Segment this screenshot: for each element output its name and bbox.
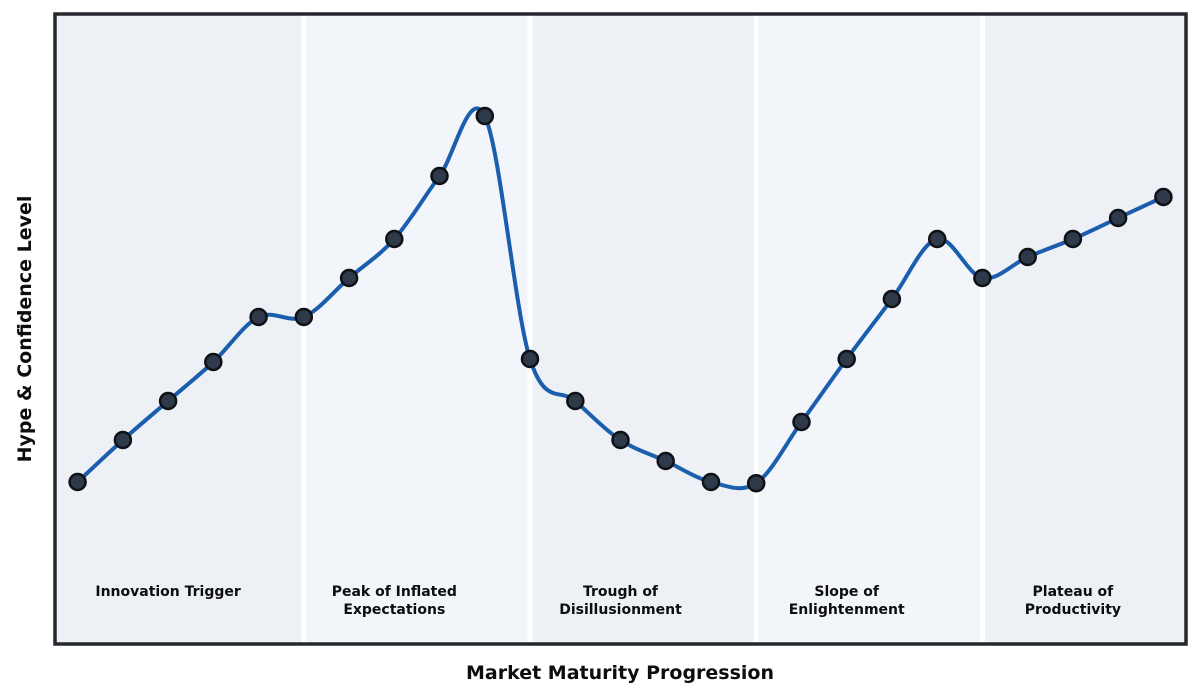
data-point-marker [204,352,223,372]
x-axis-label: Market Maturity Progression [466,662,774,684]
data-point-marker [611,430,630,450]
data-point-marker [430,166,449,186]
data-point-marker [520,349,540,369]
data-point-marker [294,307,314,327]
data-point-marker [385,229,404,249]
data-point-marker [837,349,856,369]
phase-label: Plateau of Productivity [1025,584,1121,618]
data-point-marker [566,391,585,411]
phase-band [984,14,1186,644]
data-point-marker [1018,247,1037,267]
y-axis-label: Hype & Confidence Level [14,196,36,463]
data-point-marker [792,412,811,432]
phase-labels-group: Innovation Trigger Peak of Inflated Expect… [95,584,1121,618]
data-point-marker [1108,208,1128,228]
data-point-marker [1154,187,1173,207]
data-point-marker [339,268,359,288]
data-markers-group [68,106,1173,493]
phase-band [55,14,302,644]
data-point-marker [1063,229,1083,249]
phase-label: Trough of Disillusionment [559,584,682,618]
data-point-marker [746,473,766,493]
data-point-marker [701,472,721,492]
phase-band [532,14,754,644]
data-point-marker [927,229,947,249]
data-point-marker [113,430,133,450]
data-point-marker [68,472,87,492]
data-point-marker [882,289,902,309]
data-point-marker [158,391,178,411]
data-point-marker [475,106,495,126]
phase-bands-group [55,14,1186,644]
data-point-marker [249,307,268,327]
data-point-marker [656,451,675,471]
phase-label: Slope of Enlightenment [789,584,905,618]
phase-band [306,14,528,644]
phase-label: Peak of Inflated Expectations [332,584,457,618]
plot-border [53,12,1188,646]
phase-label: Innovation Trigger [95,584,241,600]
data-point-marker [973,268,992,288]
